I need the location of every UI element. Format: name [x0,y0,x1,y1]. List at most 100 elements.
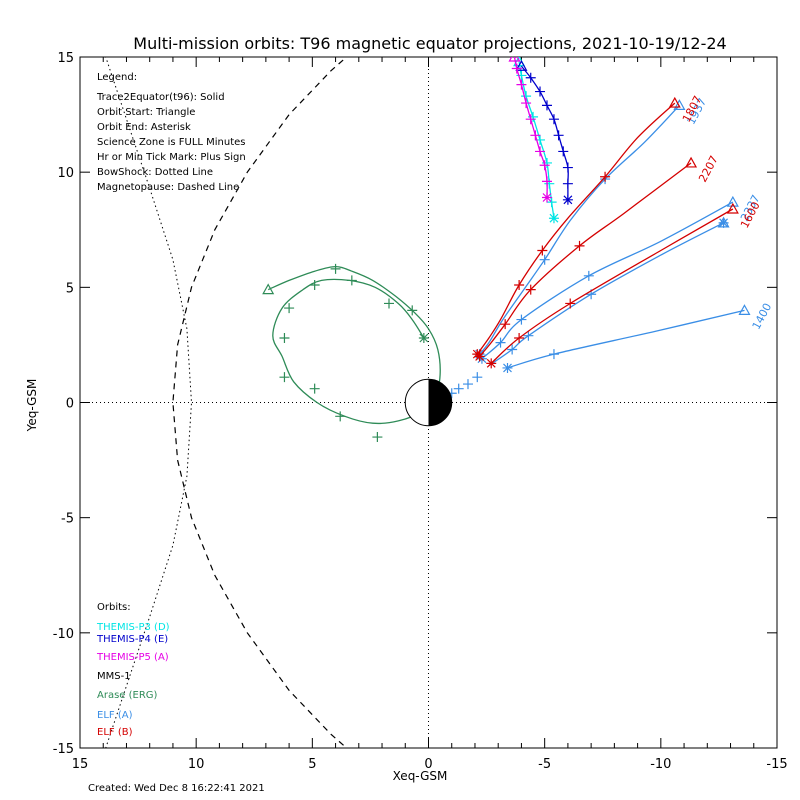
orbit-line [520,65,569,200]
y-tick-label: 15 [57,51,74,66]
tick-mark-plus [372,432,383,443]
orbit-start-triangle [262,283,275,295]
earth-nightside [428,379,452,426]
footer-created: Created: Wed Dec 8 16:22:41 2021 [88,783,265,794]
legend-line: Trace2Equator(t96): Solid [96,92,225,103]
orbit-line [513,57,548,198]
tick-mark-plus [562,178,573,189]
tick-mark-plus [535,146,546,157]
tick-mark-plus [462,379,473,390]
orbit-line [507,309,745,369]
orbit-end-asterisk [502,362,513,373]
legend-line: Magnetopause: Dashed Line [97,182,239,193]
y-tick-label: 0 [66,397,74,412]
tick-mark-plus [562,162,573,173]
orbit-end-asterisk [486,358,497,369]
orbit-start-triangle [673,99,686,110]
tick-mark-plus [516,314,527,325]
orbit-start-triangle [668,96,681,108]
x-axis-label: Xeq-GSM [393,769,448,783]
orbit-start-triangle [685,156,698,168]
x-tick-label: 5 [308,757,316,772]
tick-mark-plus [514,280,525,291]
tick-mark-plus [548,114,559,125]
x-tick-label: -5 [538,757,551,772]
orbits-legend-header: Orbits: [97,602,131,613]
tick-mark-plus [546,197,557,208]
orbit-start-triangle [738,304,751,315]
orbit-start-triangle [726,202,739,214]
tick-mark-plus [514,333,525,344]
tick-mark-plus [384,298,395,309]
orbit-end-asterisk [562,194,573,205]
tick-mark-plus [330,263,341,274]
orbit-start-triangle [515,59,528,71]
tick-mark-plus [558,146,569,157]
tick-mark-plus [346,275,357,286]
tick-mark-plus [537,245,548,256]
footpoint-track [446,372,483,399]
y-tick-label: -5 [61,512,74,527]
tick-mark-plus [525,284,536,295]
chart-title: Multi-mission orbits: T96 magnetic equat… [133,34,726,53]
orbit-line [488,222,724,367]
y-axis-label: Yeq-GSM [25,379,39,433]
tick-mark-plus [548,349,559,360]
tick-mark-plus [309,280,320,291]
y-tick-label: 5 [66,281,74,296]
orbit-track [515,59,573,205]
tick-mark-plus [539,254,550,265]
x-tick-label: 15 [72,757,89,772]
y-tick-label: -10 [53,627,74,642]
tick-mark-plus [335,411,346,422]
tick-mark-plus [544,178,555,189]
tick-mark-plus [521,98,532,109]
x-tick-label: -15 [766,757,787,772]
y-tick-label: -15 [53,742,74,757]
orbits-legend-item: THEMIS-P4 (E) [96,634,168,645]
tick-mark-plus [535,86,546,97]
x-tick-label: 10 [188,757,205,772]
orbits-legend-item: THEMIS-P3 (D) [96,622,170,633]
legend-line: BowShock: Dotted Line [97,167,213,178]
y-tick-label: 10 [57,166,74,181]
tick-mark-plus [511,63,522,74]
orbits-legend-item: Arase (ERG) [97,690,158,701]
tick-mark-plus [279,372,290,383]
magnetopause-curve [172,57,348,748]
tick-mark-plus [495,337,506,348]
legend-line: Hr or Min Tick Mark: Plus Sign [97,152,246,163]
tick-mark-plus [574,240,585,251]
orbits-legend-item: THEMIS-P5 (A) [96,652,169,663]
legend-line: Orbit Start: Triangle [97,107,195,118]
tick-mark-plus [523,330,534,341]
tick-mark-plus [541,100,552,111]
tick-mark-plus [525,72,536,83]
orbit-track: 1400 [502,301,774,373]
tick-mark-plus [530,130,541,141]
orbit-track: 1807 [472,94,705,360]
tick-mark-plus [284,303,295,314]
orbit-track [508,57,552,203]
tick-mark-plus [600,171,611,182]
tick-mark-plus [565,298,576,309]
orbit-line [490,208,734,364]
tick-mark-plus [507,344,518,355]
tick-mark-plus [553,130,564,141]
orbit-end-asterisk [548,213,559,224]
orbits-legend-item: ELF (B) [97,727,133,738]
orbit-track: 1937 [474,96,709,360]
tick-mark-plus [541,176,552,187]
tick-mark-plus [516,79,527,90]
orbit-start-triangle [508,57,521,62]
legend-header: Legend: [97,72,137,83]
tick-mark-plus [309,383,320,394]
tick-mark-plus [453,383,464,394]
x-tick-label: -10 [650,757,671,772]
legend-line: Orbit End: Asterisk [97,122,191,133]
orbit-end-asterisk [472,349,483,360]
orbit-start-time-label: 2207 [696,154,721,185]
orbit-line [267,265,441,425]
legend-line: Science Zone is FULL Minutes [97,137,246,148]
